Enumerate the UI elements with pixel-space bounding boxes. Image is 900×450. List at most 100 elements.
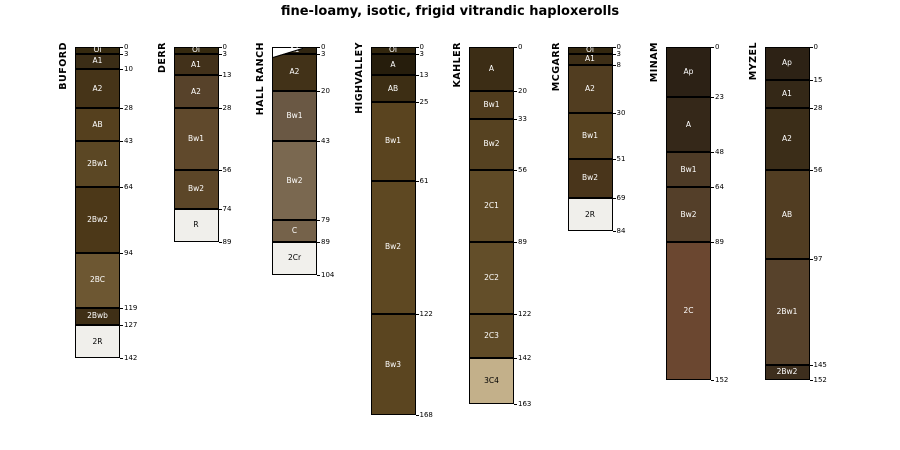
depth-tick-mark — [612, 158, 616, 160]
depth-tick-label: 15 — [813, 75, 823, 84]
soil-horizon: 2R — [75, 325, 120, 358]
depth-tick-label: 25 — [419, 97, 429, 106]
depth-tick-label: 56 — [222, 165, 232, 174]
depth-tick-mark — [120, 252, 123, 254]
depth-tick-mark — [711, 241, 714, 243]
depth-tick-label: 3 — [222, 49, 227, 58]
depth-tick-mark — [415, 314, 419, 316]
depth-tick-label: 56 — [813, 165, 823, 174]
horizon-label: Bw1 — [581, 130, 599, 140]
depth-tick-label: 104 — [321, 270, 335, 279]
soil-horizon: A1 — [567, 53, 613, 65]
depth-tick-mark — [317, 241, 320, 243]
depth-tick-mark — [120, 325, 123, 327]
profile-id-label: MCGARR — [550, 42, 562, 92]
depth-tick-label: 89 — [715, 237, 724, 246]
profile-id-label: MINAM — [649, 42, 660, 83]
horizon-label: Bw1 — [483, 100, 500, 110]
depth-tick-label: 122 — [518, 310, 532, 319]
depth-tick-label: 13 — [419, 71, 429, 80]
soil-horizon: 2BC — [75, 252, 120, 308]
depth-tick-label: 23 — [715, 93, 724, 102]
profile-id-label: KAHLER — [452, 42, 463, 88]
soil-horizon: 2Bw2 — [764, 364, 810, 380]
soil-horizon: A — [370, 53, 416, 76]
horizon-label: 2R — [92, 336, 103, 346]
depth-tick-mark — [120, 53, 123, 55]
depth-tick-mark — [218, 75, 222, 77]
depth-tick-mark — [711, 379, 714, 381]
soil-horizon: 2R — [567, 198, 613, 231]
depth-tick-label: 43 — [321, 137, 330, 146]
depth-tick-label: 3 — [124, 49, 129, 58]
depth-tick-label: 152 — [715, 375, 729, 384]
depth-tick-label: 0 — [616, 43, 621, 51]
soil-horizon: 2Bw1 — [75, 141, 120, 188]
depth-tick-label: 152 — [813, 375, 827, 384]
horizon-label: 2Cr — [287, 253, 302, 263]
soil-horizon: AB — [75, 108, 120, 142]
soil-horizon: Oi — [75, 45, 120, 55]
depth-tick-mark — [415, 75, 419, 77]
soil-horizon: A1 — [173, 53, 219, 76]
horizon-label: 2C1 — [484, 200, 499, 210]
depth-tick-mark — [218, 241, 222, 243]
depth-tick-label: 119 — [124, 303, 138, 312]
depth-tick-mark — [218, 209, 222, 211]
depth-tick-mark — [218, 53, 222, 55]
depth-tick-mark — [120, 141, 123, 143]
depth-tick-mark — [612, 47, 616, 48]
depth-tick-mark — [317, 47, 320, 48]
depth-tick-label: 142 — [124, 353, 138, 362]
depth-tick-mark — [612, 230, 616, 232]
depth-tick-mark — [120, 357, 123, 359]
horizon-label: 2Bw2 — [87, 215, 108, 224]
soil-horizon: Bw2 — [469, 119, 514, 170]
soil-horizon: A2 — [173, 75, 219, 109]
depth-tick-label: 0 — [518, 43, 523, 51]
profile-id-label: BUFORD — [58, 42, 69, 90]
depth-tick-label: 51 — [616, 154, 626, 163]
horizon-label: A1 — [585, 54, 595, 64]
depth-tick-mark — [711, 187, 714, 189]
depth-tick-label: 122 — [419, 310, 433, 319]
soil-horizon: R — [173, 209, 219, 242]
horizon-label: A2 — [92, 83, 103, 93]
horizon-label: Oi — [93, 45, 102, 55]
horizon-label: Bw3 — [384, 359, 402, 369]
soil-horizon: 2C3 — [469, 314, 514, 358]
depth-tick-mark — [514, 119, 517, 121]
depth-tick-label: 8 — [616, 60, 621, 69]
depth-tick-label: 64 — [124, 183, 133, 192]
depth-tick-label: 56 — [518, 165, 527, 174]
soil-horizon: Bw1 — [567, 112, 613, 159]
depth-tick-label: 20 — [518, 86, 527, 95]
horizon-label: 2Bw1 — [776, 306, 798, 316]
soil-horizon: 2Bwb — [75, 307, 120, 326]
profile-id-label: HALL RANCH — [255, 42, 266, 116]
soil-horizon: Bw2 — [567, 158, 613, 199]
depth-tick-mark — [120, 68, 123, 70]
depth-tick-mark — [809, 379, 813, 381]
horizon-label: Ap — [782, 58, 792, 68]
depth-tick-mark — [120, 47, 123, 48]
depth-tick-label: 0 — [813, 43, 818, 51]
depth-tick-label: 30 — [616, 108, 626, 117]
horizon-label: Bw1 — [187, 133, 205, 143]
soil-horizon: A — [666, 97, 711, 153]
depth-tick-mark — [809, 259, 813, 261]
depth-tick-mark — [809, 108, 813, 110]
horizon-label: 2C — [683, 305, 694, 315]
soil-horizon: Bw2 — [173, 169, 219, 210]
depth-tick-label: 48 — [715, 148, 724, 157]
soil-horizon: Bw2 — [370, 180, 416, 315]
horizon-label: A2 — [585, 83, 595, 93]
depth-tick-mark — [514, 241, 517, 243]
depth-tick-mark — [514, 169, 517, 171]
horizon-label: Bw2 — [286, 175, 303, 185]
depth-tick-label: 89 — [321, 237, 330, 246]
horizon-label: Bw2 — [680, 209, 697, 219]
soil-horizon: Bw2 — [666, 187, 711, 242]
depth-tick-mark — [612, 64, 616, 66]
